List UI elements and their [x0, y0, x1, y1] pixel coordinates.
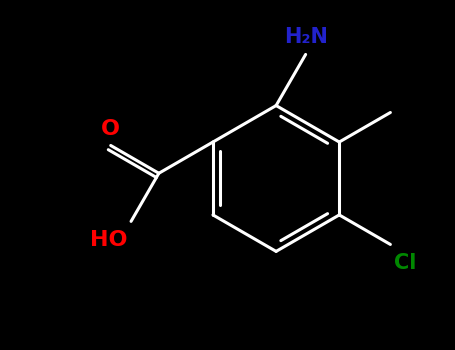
Text: H₂N: H₂N [283, 28, 328, 48]
Text: O: O [101, 119, 120, 139]
Text: HO: HO [90, 230, 127, 250]
Text: Cl: Cl [394, 253, 416, 273]
